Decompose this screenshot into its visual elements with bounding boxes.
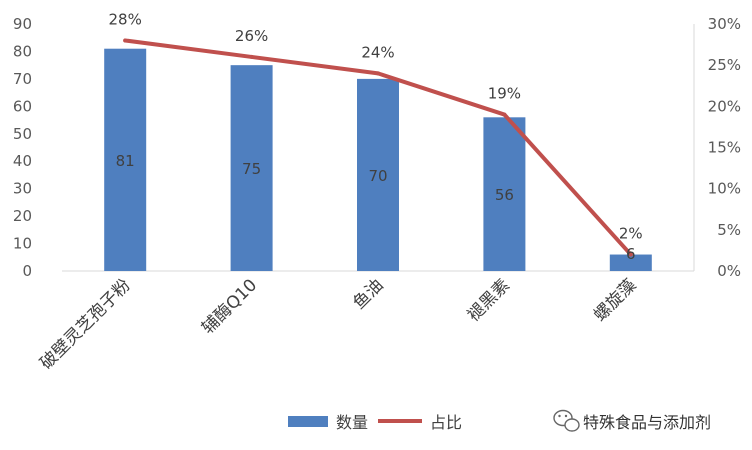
bar-value-label: 6 — [626, 245, 636, 263]
y-right-tick-label: 5% — [717, 221, 741, 239]
y-left-tick-label: 50 — [13, 125, 32, 143]
legend-label-bar: 数量 — [336, 413, 368, 432]
y-left-tick-label: 30 — [13, 180, 32, 198]
y-left-tick-label: 10 — [13, 235, 32, 253]
legend-swatch-bar — [288, 416, 328, 427]
bar-value-label: 81 — [116, 152, 135, 170]
bar-value-label: 56 — [495, 186, 514, 204]
legend: 数量 占比 — [288, 413, 462, 432]
y-left-tick-label: 60 — [13, 97, 32, 115]
legend-label-line: 占比 — [430, 413, 462, 432]
category-label: 破壁灵芝孢子粉 — [36, 275, 134, 373]
y-right-tick-label: 25% — [708, 56, 741, 74]
line-point — [123, 38, 128, 43]
bar-value-label: 70 — [368, 167, 387, 185]
bar — [104, 48, 147, 272]
watermark: 特殊食品与添加剂 — [553, 409, 711, 432]
category-label: 褪黑素 — [464, 275, 514, 325]
y-right-tick-label: 20% — [708, 97, 741, 115]
line-value-label: 26% — [235, 27, 268, 45]
y-left-tick-label: 20 — [13, 207, 32, 225]
y-left-tick-label: 0 — [22, 262, 32, 280]
line-series — [123, 38, 633, 257]
bar — [230, 65, 273, 272]
bar — [483, 117, 526, 271]
category-labels: 破壁灵芝孢子粉 辅酶Q10 鱼油 褪黑素 螺旋藻 — [36, 275, 640, 373]
line-value-label: 19% — [488, 85, 521, 103]
line-value-label: 28% — [109, 10, 142, 28]
y-left-tick-label: 70 — [13, 70, 32, 88]
watermark-text: 特殊食品与添加剂 — [583, 413, 711, 432]
line-point — [376, 71, 380, 76]
line-point — [249, 54, 254, 59]
line-value-label: 24% — [361, 43, 394, 61]
y-right-tick-label: 30% — [708, 15, 741, 33]
bar-value-label: 75 — [242, 160, 261, 178]
bar — [357, 78, 399, 271]
bar-series — [104, 48, 652, 272]
y-left-tick-label: 80 — [13, 42, 32, 60]
bar — [609, 254, 652, 271]
y-left-tick-label: 40 — [13, 152, 32, 170]
line-value-label: 2% — [619, 225, 643, 243]
line-point — [502, 112, 507, 117]
wechat-icon — [553, 409, 580, 432]
y-left-tick-label: 90 — [13, 15, 32, 33]
y-right-tick-label: 10% — [708, 180, 741, 198]
data-labels: 81 75 70 56 6 28% 26% 24% 19% 2% — [109, 10, 643, 263]
category-label: 螺旋藻 — [590, 275, 640, 325]
y-right-tick-label: 0% — [717, 262, 741, 280]
category-label: 鱼油 — [349, 275, 387, 313]
axes: 0 10 20 30 40 50 60 70 80 90 0% 5% 10% 15% 20% 25% 30% — [13, 15, 741, 280]
y-right-tick-label: 15% — [708, 139, 741, 157]
line-point — [628, 252, 633, 257]
category-label: 辅酶Q10 — [198, 275, 261, 338]
